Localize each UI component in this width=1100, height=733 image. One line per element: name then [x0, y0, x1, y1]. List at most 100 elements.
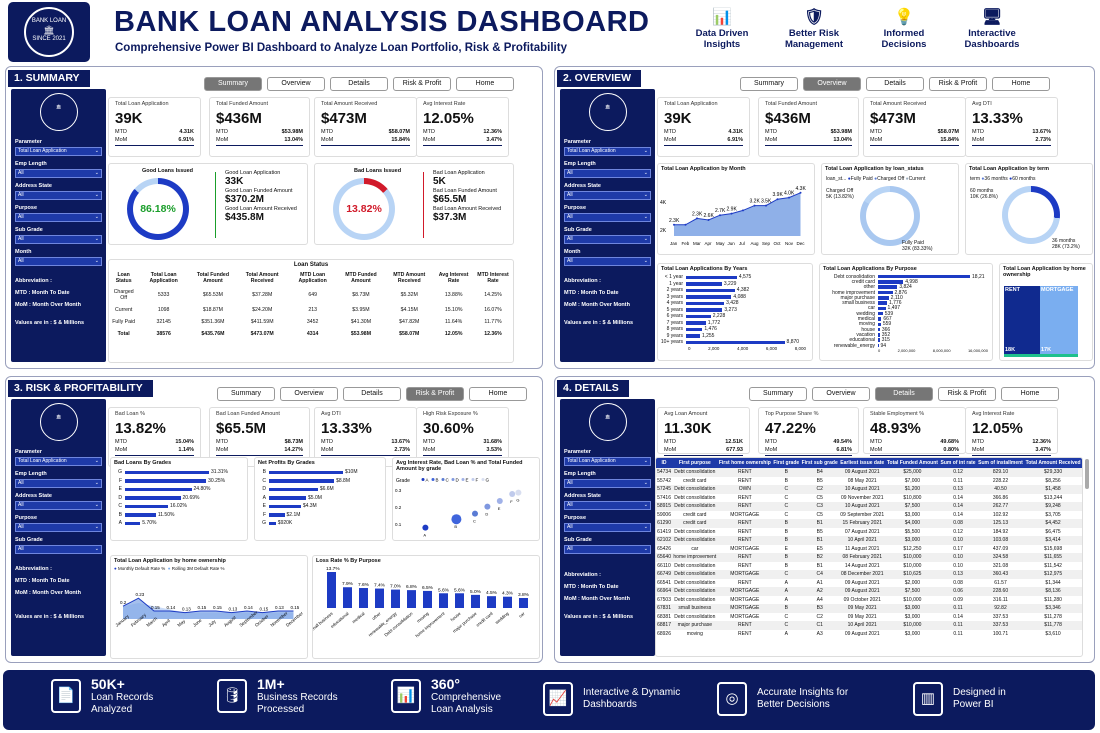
table-row[interactable]: 67503 Debt consolidation MORTGAGE A A4 09 Oct… — [656, 596, 1082, 605]
column-header[interactable]: Total Loan Application — [149, 272, 178, 284]
filter-dropdown[interactable]: All ⌄ — [564, 235, 651, 244]
column-header[interactable]: Sum of int rate — [939, 458, 977, 468]
kpi-mtd-label: MTD — [972, 439, 984, 445]
x-tick: other — [371, 611, 382, 621]
column-header[interactable]: First home ownership — [717, 458, 773, 468]
charged-label: Charged Off 5K (13.82%) — [826, 188, 854, 200]
column-header[interactable]: MTD Amount Received — [393, 272, 426, 284]
filter-dropdown[interactable]: All ⌄ — [15, 257, 102, 266]
filter-dropdown[interactable]: All ⌄ — [15, 545, 102, 554]
tab-details[interactable]: Details — [330, 77, 388, 91]
filter-dropdown[interactable]: All ⌄ — [15, 169, 102, 178]
tab-overview[interactable]: Overview — [803, 77, 861, 91]
parameter-dropdown[interactable]: Total Loan Application ⌄ — [564, 147, 651, 156]
filter-dropdown[interactable]: All ⌄ — [15, 191, 102, 200]
tab-details[interactable]: Details — [866, 77, 924, 91]
table-row[interactable]: 57245 Debt consolidation OWN C C2 10 August 2… — [656, 485, 1082, 494]
tab-details[interactable]: Details — [343, 387, 401, 401]
tab-risk-profit[interactable]: Risk & Profit — [393, 77, 451, 91]
tab-home[interactable]: Home — [992, 77, 1050, 91]
tab-details[interactable]: Details — [875, 387, 933, 401]
table-cell: RENT — [717, 621, 773, 630]
filter-dropdown[interactable]: All ⌄ — [15, 213, 102, 222]
column-header[interactable]: Avg Interest Rate — [438, 272, 469, 284]
table-row[interactable]: 68926 moving RENT A A3 09 August 2021 $3,000 0.… — [656, 630, 1082, 639]
table-row[interactable]: 54734 Debt consolidation RENT B B4 09 August … — [656, 468, 1082, 477]
table-row[interactable]: Charged Off 5333 $65.53M $37.28M 649 $8.73M $5… — [109, 286, 513, 304]
tab-risk-profit[interactable]: Risk & Profit — [929, 77, 987, 91]
column-header[interactable]: Total Funded Amount — [196, 272, 229, 284]
tab-home[interactable]: Home — [469, 387, 527, 401]
table-row[interactable]: 66964 Debt consolidation MORTGAGE A A2 09 Aug… — [656, 587, 1082, 596]
filter-dropdown[interactable]: All ⌄ — [564, 191, 651, 200]
parameter-dropdown[interactable]: Total Loan Application ⌄ — [15, 147, 102, 156]
panel-title: 1. SUMMARY — [8, 70, 90, 87]
table-row[interactable]: 61290 credit card RENT B B1 15 February 2021 $… — [656, 519, 1082, 528]
tab-overview[interactable]: Overview — [812, 387, 870, 401]
table-row[interactable]: 58915 Debt consolidation RENT C C3 10 August … — [656, 502, 1082, 511]
column-header[interactable]: Loan Status — [115, 272, 132, 284]
column-header[interactable]: First purpose — [672, 458, 718, 468]
filter-dropdown[interactable]: All ⌄ — [564, 257, 651, 266]
table-row[interactable]: 57416 Debt consolidation RENT C C5 09 Novembe… — [656, 494, 1082, 503]
filter-dropdown[interactable]: All ⌄ — [15, 523, 102, 532]
bar — [878, 338, 880, 342]
table-cell: 0.10 — [939, 536, 977, 545]
table-row[interactable]: 68817 major purchase RENT C C1 10 April 2021 $… — [656, 621, 1082, 630]
filter-dropdown[interactable]: All ⌄ — [15, 501, 102, 510]
table-row[interactable]: 62102 Debt consolidation RENT B B1 10 April 2… — [656, 536, 1082, 545]
table-row[interactable]: 66110 Debt consolidation RENT B B1 14 August … — [656, 562, 1082, 571]
tab-risk-profit[interactable]: Risk & Profit — [406, 387, 464, 401]
filter-dropdown[interactable]: All ⌄ — [564, 479, 651, 488]
tab-overview[interactable]: Overview — [267, 77, 325, 91]
tab-home[interactable]: Home — [1001, 387, 1059, 401]
column-header[interactable]: MTD Interest Rate — [477, 272, 509, 284]
table-row[interactable]: Total 38576 $435.76M $473.07M 4314 $53.98M $58… — [109, 328, 513, 340]
table-row[interactable]: 59006 credit card MORTGAGE C C5 09 September … — [656, 511, 1082, 520]
column-header[interactable]: Total Funded Amount — [885, 458, 940, 468]
table-row[interactable]: 68381 Debt consolidation MORTGAGE C C2 09 May… — [656, 613, 1082, 622]
table-row[interactable]: 65426 car MORTGAGE E E5 11 August 2021 $12,250… — [656, 545, 1082, 554]
x-tick: April — [161, 618, 171, 628]
table-row[interactable]: Current 1098 $18.87M $24.20M 213 $3.95M $4.15M… — [109, 304, 513, 316]
table-row[interactable]: 61419 Debt consolidation RENT B B5 07 August … — [656, 528, 1082, 537]
table-row[interactable]: 66749 Debt consolidation MORTGAGE C C4 08 Dec… — [656, 570, 1082, 579]
tab-summary[interactable]: Summary — [749, 387, 807, 401]
table-row[interactable]: 55742 credit card RENT B B5 08 May 2021 $7,000… — [656, 477, 1082, 486]
filter-dropdown[interactable]: All ⌄ — [564, 501, 651, 510]
table-row[interactable]: Fully Paid 32145 $351.36M $411.59M 3452 $41.3… — [109, 316, 513, 328]
tab-overview[interactable]: Overview — [280, 387, 338, 401]
tab-summary[interactable]: Summary — [204, 77, 262, 91]
column-header[interactable]: MTD Funded Amount — [345, 272, 377, 284]
table-row[interactable]: 66541 Debt consolidation RENT A A1 09 August … — [656, 579, 1082, 588]
details-table[interactable]: ID First purpose First home ownership First… — [655, 457, 1083, 657]
table-row[interactable]: 65640 home improvement RENT B B2 08 February … — [656, 553, 1082, 562]
column-header[interactable]: Sum of installment — [976, 458, 1025, 468]
point-label: E — [498, 506, 501, 511]
filter-dropdown[interactable]: All ⌄ — [15, 479, 102, 488]
filter-dropdown[interactable]: All ⌄ — [564, 545, 651, 554]
filter-dropdown[interactable]: All ⌄ — [564, 169, 651, 178]
kpi-card: Avg DTI 13.33% MTD 13.67% MoM 2.73% — [965, 97, 1058, 157]
column-header[interactable]: First sub grade — [800, 458, 839, 468]
chevron-down-icon: ⌄ — [94, 524, 99, 530]
column-header[interactable]: MTD Loan Application — [298, 272, 327, 284]
filter-dropdown[interactable]: All ⌄ — [15, 235, 102, 244]
scrollbar[interactable] — [1085, 459, 1089, 489]
filter-dropdown[interactable]: All ⌄ — [564, 213, 651, 222]
parameter-dropdown[interactable]: Total Loan Application ⌄ — [564, 457, 651, 466]
tab-risk-profit[interactable]: Risk & Profit — [938, 387, 996, 401]
column-header[interactable]: ID — [656, 458, 673, 468]
filter-dropdown[interactable]: All ⌄ — [564, 523, 651, 532]
column-header[interactable]: First grade — [772, 458, 801, 468]
bar-value: 2,228 — [712, 313, 726, 320]
column-header[interactable]: Earliest issue date — [838, 458, 886, 468]
parameter-dropdown[interactable]: Total Loan Application ⌄ — [15, 457, 102, 466]
tab-summary[interactable]: Summary — [217, 387, 275, 401]
tab-home[interactable]: Home — [456, 77, 514, 91]
tab-summary[interactable]: Summary — [740, 77, 798, 91]
column-header[interactable]: Total Amount Received — [245, 272, 279, 284]
month-area-chart: Total Loan Application by Month 4K 2K 2.3K J… — [657, 163, 815, 255]
column-header[interactable]: Total Amount Received — [1024, 458, 1082, 468]
table-row[interactable]: 67831 small business MORTGAGE B B3 09 May 202… — [656, 604, 1082, 613]
